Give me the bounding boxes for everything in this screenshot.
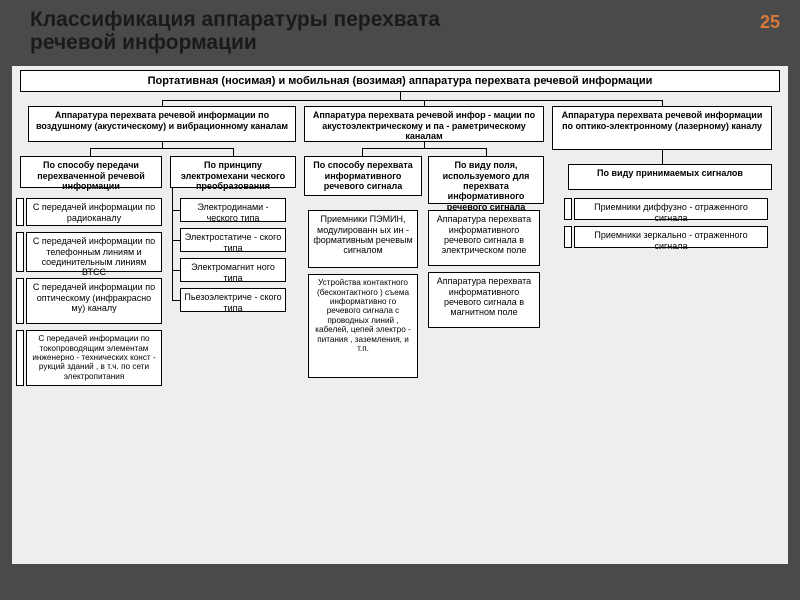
page-title: Классификация аппаратуры перехвата речев… <box>30 8 530 54</box>
tab-marker <box>16 330 24 386</box>
node-l3-d: По виду поля, используемого для перехват… <box>428 156 544 204</box>
tab-marker <box>16 232 24 272</box>
leaf-node: С передачей информации по телефонным лин… <box>26 232 162 272</box>
leaf-node: Приемники ПЭМИН, модулированн ых ин - фо… <box>308 210 418 268</box>
leaf-node: Приемники диффузно - отраженного сигнала <box>574 198 768 220</box>
leaf-node: С передачей информации по оптическому (и… <box>26 278 162 324</box>
tab-marker <box>564 198 572 220</box>
node-l2-a: Аппаратура перехвата речевой информации … <box>28 106 296 142</box>
node-l2-c: Аппаратура перехвата речевой информации … <box>552 106 772 150</box>
node-l3-b: По принципу электромехани ческого преобр… <box>170 156 296 188</box>
tab-marker <box>16 278 24 324</box>
leaf-node: Электромагнит ного типа <box>180 258 286 282</box>
leaf-node: Устройства контактного (бесконтактного )… <box>308 274 418 378</box>
tab-marker <box>16 198 24 226</box>
node-l3-a: По способу передачи перехваченной речево… <box>20 156 162 188</box>
tab-marker <box>564 226 572 248</box>
page-number: 25 <box>760 12 780 33</box>
leaf-node: С передачей информации по токопроводящим… <box>26 330 162 386</box>
diagram: Портативная (носимая) и мобильная (возим… <box>12 66 788 564</box>
leaf-node: Аппаратура перехвата информативного рече… <box>428 272 540 328</box>
leaf-node: Приемники зеркально - отраженного сигнал… <box>574 226 768 248</box>
leaf-node: Аппаратура перехвата информативного рече… <box>428 210 540 266</box>
leaf-node: Электростатиче - ского типа <box>180 228 286 252</box>
leaf-node: С передачей информации по радиоканалу <box>26 198 162 226</box>
header: Классификация аппаратуры перехвата речев… <box>0 0 800 58</box>
node-l3-e: По виду принимаемых сигналов <box>568 164 772 190</box>
node-l2-b: Аппаратура перехвата речевой инфор - мац… <box>304 106 544 142</box>
root-node: Портативная (носимая) и мобильная (возим… <box>20 70 780 92</box>
leaf-node: Пьезоэлектриче - ского типа <box>180 288 286 312</box>
leaf-node: Электродинами - ческого типа <box>180 198 286 222</box>
node-l3-c: По способу перехвата информативного рече… <box>304 156 422 196</box>
